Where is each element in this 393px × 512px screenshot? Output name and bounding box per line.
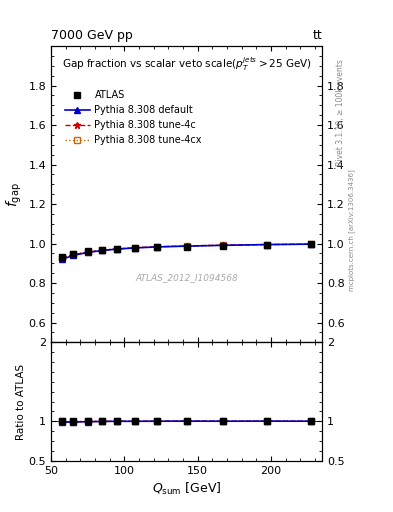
Text: Rivet 3.1.10, ≥ 100k events: Rivet 3.1.10, ≥ 100k events <box>336 59 345 166</box>
Pythia 8.308 default <box>221 242 226 248</box>
Text: tt: tt <box>312 29 322 42</box>
Pythia 8.308 default <box>71 252 75 259</box>
Pythia 8.308 tune-4cx <box>71 251 75 258</box>
Pythia 8.308 tune-4c <box>221 242 226 248</box>
X-axis label: $Q_{\rm sum}$ [GeV]: $Q_{\rm sum}$ [GeV] <box>152 481 221 497</box>
Pythia 8.308 default <box>60 257 64 263</box>
Pythia 8.308 tune-4cx <box>309 241 314 247</box>
Pythia 8.308 tune-4cx <box>100 247 105 253</box>
Pythia 8.308 tune-4cx <box>221 242 226 248</box>
Pythia 8.308 tune-4c <box>155 244 160 250</box>
Pythia 8.308 default <box>184 243 189 249</box>
Pythia 8.308 default <box>133 245 138 251</box>
Legend: ATLAS, Pythia 8.308 default, Pythia 8.308 tune-4c, Pythia 8.308 tune-4cx: ATLAS, Pythia 8.308 default, Pythia 8.30… <box>61 87 206 149</box>
Pythia 8.308 default <box>155 244 160 250</box>
Pythia 8.308 tune-4c <box>133 245 138 251</box>
Text: 7000 GeV pp: 7000 GeV pp <box>51 29 133 42</box>
Y-axis label: Ratio to ATLAS: Ratio to ATLAS <box>16 364 26 440</box>
Pythia 8.308 tune-4c <box>60 255 64 262</box>
Pythia 8.308 tune-4c <box>100 247 105 253</box>
Pythia 8.308 tune-4c <box>115 246 119 252</box>
Pythia 8.308 default <box>309 241 314 247</box>
Y-axis label: $f_{\rm gap}$: $f_{\rm gap}$ <box>5 182 24 206</box>
Line: Pythia 8.308 tune-4cx: Pythia 8.308 tune-4cx <box>59 241 314 261</box>
Pythia 8.308 tune-4c <box>265 242 270 248</box>
Pythia 8.308 tune-4c <box>85 249 90 255</box>
Pythia 8.308 tune-4cx <box>85 249 90 255</box>
Pythia 8.308 default <box>115 246 119 252</box>
Pythia 8.308 tune-4c <box>184 243 189 249</box>
Line: Pythia 8.308 default: Pythia 8.308 default <box>59 241 314 262</box>
Line: Pythia 8.308 tune-4c: Pythia 8.308 tune-4c <box>59 241 315 262</box>
Text: ATLAS_2012_I1094568: ATLAS_2012_I1094568 <box>135 272 238 282</box>
Pythia 8.308 tune-4cx <box>155 244 160 250</box>
Pythia 8.308 tune-4cx <box>60 254 64 261</box>
Text: Gap fraction vs scalar veto scale($p_{T}^{jets}$$>$25 GeV): Gap fraction vs scalar veto scale($p_{T}… <box>62 55 312 73</box>
Pythia 8.308 tune-4cx <box>115 246 119 252</box>
Pythia 8.308 default <box>85 249 90 255</box>
Pythia 8.308 default <box>100 247 105 253</box>
Text: mcplots.cern.ch [arXiv:1306.3436]: mcplots.cern.ch [arXiv:1306.3436] <box>348 169 354 291</box>
Pythia 8.308 default <box>265 242 270 248</box>
Pythia 8.308 tune-4c <box>71 252 75 258</box>
Pythia 8.308 tune-4cx <box>133 244 138 250</box>
Pythia 8.308 tune-4cx <box>265 242 270 248</box>
Pythia 8.308 tune-4c <box>309 241 314 247</box>
Pythia 8.308 tune-4cx <box>184 243 189 249</box>
